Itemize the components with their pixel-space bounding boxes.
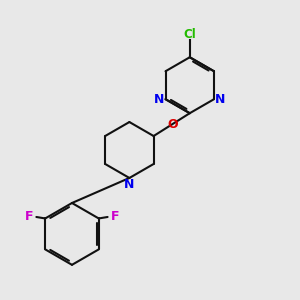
Text: N: N — [154, 93, 164, 106]
Text: F: F — [25, 210, 33, 223]
Text: N: N — [215, 93, 226, 106]
Text: Cl: Cl — [183, 28, 196, 41]
Text: F: F — [111, 210, 119, 223]
Text: N: N — [124, 178, 135, 191]
Text: O: O — [167, 118, 178, 131]
